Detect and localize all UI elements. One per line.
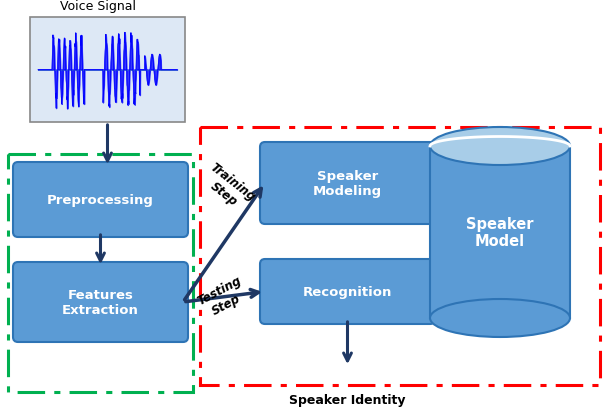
Text: Speaker Identity: Speaker Identity xyxy=(289,393,406,406)
Text: Speaker
Model: Speaker Model xyxy=(466,216,534,249)
Text: Recognition: Recognition xyxy=(303,285,392,298)
FancyBboxPatch shape xyxy=(260,259,435,324)
Text: Features
Extraction: Features Extraction xyxy=(62,288,139,316)
Text: Preprocessing: Preprocessing xyxy=(47,194,154,206)
FancyBboxPatch shape xyxy=(13,163,188,237)
Text: Testing
Step: Testing Step xyxy=(195,274,251,321)
Text: Back-end: Back-end xyxy=(524,412,596,413)
Bar xyxy=(30,18,185,123)
Text: Front-end: Front-end xyxy=(63,412,138,413)
FancyBboxPatch shape xyxy=(260,142,435,224)
FancyBboxPatch shape xyxy=(13,262,188,342)
Text: Speaker
Modeling: Speaker Modeling xyxy=(313,170,382,197)
Text: Voice Signal: Voice Signal xyxy=(60,0,135,13)
Text: Training
Step: Training Step xyxy=(198,160,257,215)
Ellipse shape xyxy=(430,299,570,337)
Ellipse shape xyxy=(430,128,570,166)
Bar xyxy=(430,147,570,318)
